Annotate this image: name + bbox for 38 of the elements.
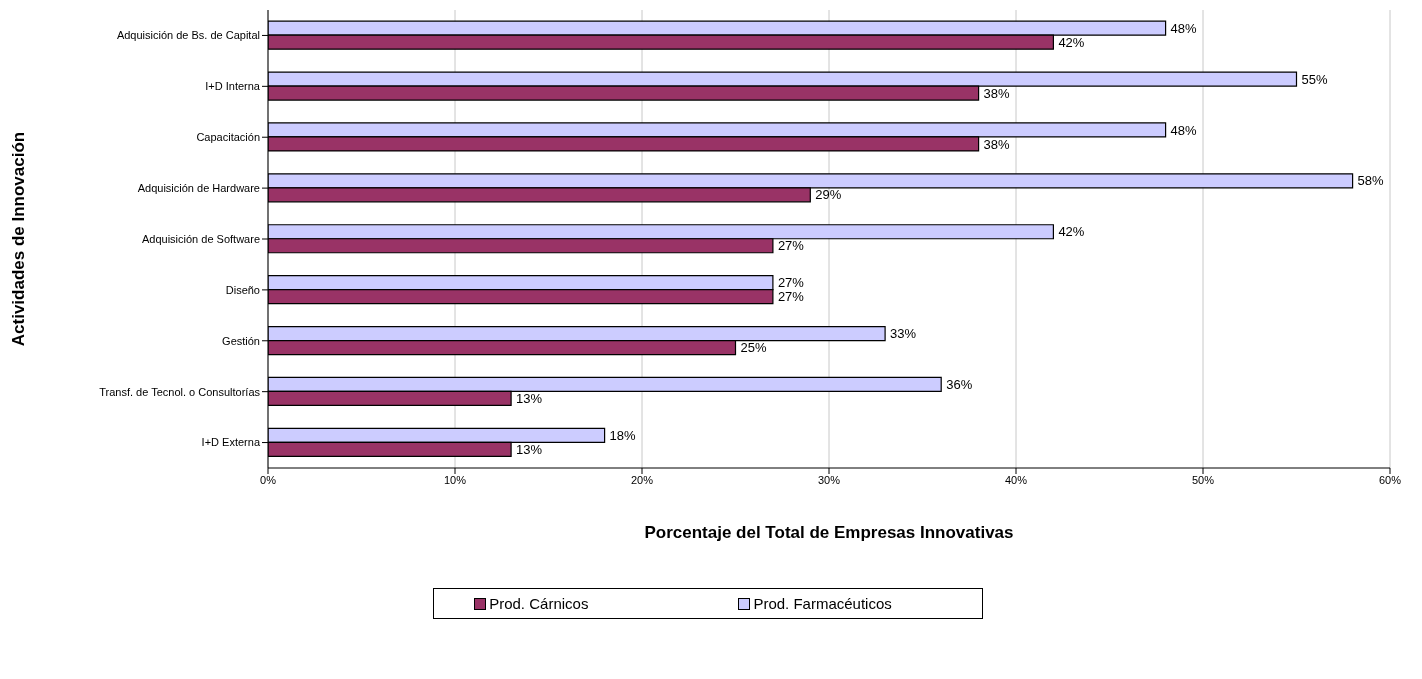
data-label: 36%	[946, 377, 973, 393]
y-tick-label: Adquisición de Software	[141, 232, 260, 245]
y-tick-label: Gestión	[222, 334, 260, 347]
x-tick-label: 0%	[260, 473, 277, 486]
data-label: 13%	[516, 441, 543, 457]
x-tick-label: 50%	[1191, 473, 1215, 486]
data-label: 27%	[777, 275, 805, 291]
x-axis-title: Porcentaje del Total de Empresas Innovativas	[644, 523, 1014, 542]
y-tick-label: Diseño	[225, 283, 260, 296]
y-tick-label: Capacitación	[196, 131, 260, 144]
y-tick-label: Transf. de Tecnol. o Consultorías	[99, 385, 261, 398]
y-axis-title: Actividades de Innovación	[9, 131, 29, 347]
data-label: 38%	[983, 85, 1011, 101]
data-label: 58%	[1357, 173, 1385, 189]
data-label: 25%	[740, 340, 767, 356]
x-tick-label: 30%	[817, 473, 841, 486]
x-tick-label: 60%	[1378, 473, 1402, 486]
data-label: 29%	[815, 187, 842, 203]
x-tick-label: 10%	[443, 473, 467, 486]
data-label: 48%	[1170, 122, 1198, 138]
legend-label: Prod. Farmacéuticos	[753, 595, 892, 612]
data-label: 13%	[516, 391, 543, 407]
data-label: 33%	[890, 326, 917, 342]
y-tick-label: I+D Interna	[205, 80, 261, 93]
data-label: 38%	[983, 136, 1011, 152]
data-label: 55%	[1301, 71, 1328, 87]
y-tick-label: Adquisición de Bs. de Capital	[116, 29, 260, 42]
legend-label: Prod. Cárnicos	[489, 595, 589, 612]
x-tick-label: 40%	[1004, 473, 1028, 486]
data-label: 27%	[777, 289, 805, 305]
y-tick-label: I+D Externa	[201, 436, 261, 449]
data-label: 42%	[1058, 34, 1085, 50]
y-tick-label: Adquisición de Hardware	[137, 182, 260, 195]
data-label: 27%	[777, 238, 805, 254]
data-label: 42%	[1058, 224, 1085, 240]
x-tick-label: 20%	[630, 473, 654, 486]
data-label: 18%	[609, 427, 637, 443]
data-label: 48%	[1170, 20, 1198, 36]
